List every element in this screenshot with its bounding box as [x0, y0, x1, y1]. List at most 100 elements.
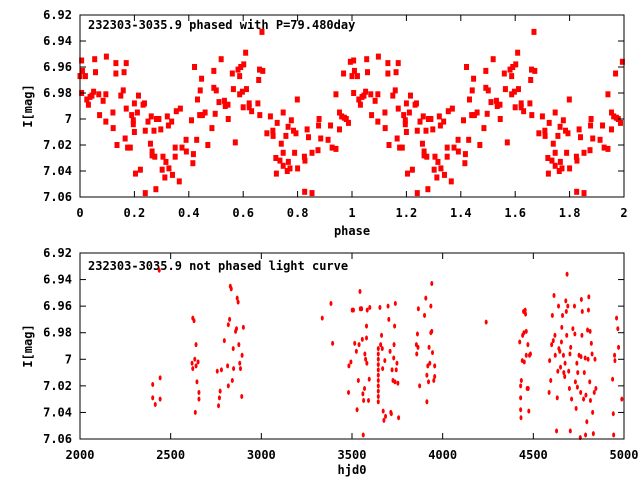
x-tick-label: 4000: [428, 448, 457, 462]
data-point: [579, 390, 583, 395]
data-point: [466, 136, 472, 143]
data-point: [131, 100, 137, 107]
data-point: [582, 396, 586, 402]
x-tick-label: 2000: [66, 448, 95, 462]
data-point: [380, 332, 384, 338]
data-point: [336, 109, 342, 116]
data-point: [103, 118, 109, 125]
data-point: [437, 122, 443, 129]
data-point: [542, 132, 548, 139]
data-point: [590, 135, 596, 142]
data-point: [316, 116, 322, 122]
data-point: [556, 368, 560, 374]
data-point: [436, 113, 442, 120]
data-point: [92, 56, 98, 63]
data-point: [192, 64, 198, 70]
data-point: [153, 186, 159, 193]
data-point: [159, 166, 165, 173]
data-point: [237, 342, 241, 348]
data-point: [552, 109, 558, 116]
data-point: [131, 129, 137, 135]
data-point: [151, 127, 157, 134]
data-point: [231, 346, 235, 352]
data-point: [361, 432, 365, 438]
data-point: [141, 100, 147, 107]
data-point: [365, 323, 369, 329]
data-point: [550, 312, 554, 318]
data-point: [230, 86, 236, 93]
x-tick-label: 0.2: [124, 206, 146, 220]
data-point: [613, 358, 617, 364]
data-point: [172, 153, 178, 160]
data-point: [142, 190, 148, 197]
data-point: [612, 432, 616, 438]
data-point: [152, 153, 158, 160]
data-point: [445, 108, 451, 115]
data-point: [234, 326, 238, 332]
data-point: [611, 113, 617, 120]
data-point: [84, 96, 90, 103]
data-point: [358, 289, 362, 295]
data-point: [333, 145, 339, 152]
data-point: [376, 388, 380, 394]
data-point: [389, 411, 393, 417]
data-point: [524, 311, 528, 317]
data-point: [581, 190, 587, 197]
data-point: [376, 393, 380, 399]
data-point: [531, 28, 537, 35]
data-point: [333, 91, 339, 98]
data-point: [241, 61, 247, 68]
data-point: [192, 318, 196, 324]
data-point: [190, 160, 196, 167]
data-point: [421, 152, 427, 159]
data-point: [240, 393, 244, 399]
data-point: [471, 75, 477, 82]
data-point: [588, 379, 592, 385]
data-point: [587, 147, 593, 154]
data-point: [416, 344, 420, 350]
data-point: [555, 132, 561, 139]
data-point: [160, 153, 166, 160]
data-point: [403, 100, 409, 107]
data-point: [601, 144, 607, 151]
data-point: [127, 144, 133, 151]
data-point: [592, 390, 596, 395]
data-point: [354, 348, 358, 354]
data-point: [566, 303, 570, 309]
data-point: [588, 116, 594, 122]
data-point: [519, 378, 523, 384]
data-point: [567, 386, 571, 392]
data-point: [563, 374, 567, 380]
data-point: [576, 126, 582, 133]
data-point: [376, 383, 380, 389]
data-point: [229, 286, 233, 292]
data-point: [190, 360, 194, 366]
data-point: [549, 378, 553, 384]
y-tick-label: 7: [65, 112, 72, 126]
y-tick-label: 6.96: [43, 60, 72, 74]
data-point: [378, 304, 382, 310]
data-point: [142, 127, 148, 134]
data-point: [110, 109, 116, 116]
data-point: [79, 57, 85, 64]
data-point: [256, 77, 262, 83]
data-point: [238, 360, 242, 366]
x-tick-label: 1.6: [504, 206, 526, 220]
data-point: [226, 363, 230, 369]
data-point: [600, 122, 606, 129]
data-point: [502, 86, 508, 93]
data-point: [195, 379, 199, 385]
data-point: [277, 157, 283, 164]
data-point: [219, 367, 223, 373]
data-point: [577, 134, 583, 141]
data-point: [428, 116, 434, 122]
data-point: [545, 155, 551, 161]
data-point: [349, 359, 353, 365]
data-point: [376, 367, 380, 373]
data-point: [441, 118, 447, 125]
data-point: [97, 112, 103, 119]
data-point: [552, 162, 558, 169]
data-point: [573, 153, 579, 160]
data-point: [464, 64, 470, 70]
data-point: [419, 140, 425, 147]
